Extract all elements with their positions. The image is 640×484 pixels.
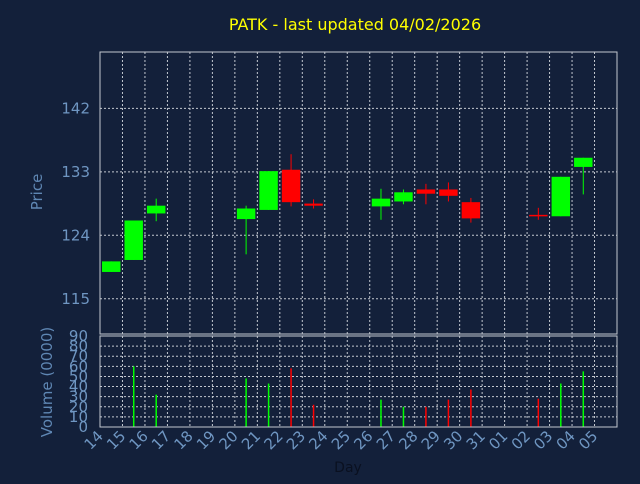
volume-bars <box>132 366 585 427</box>
volume-panel-frame <box>99 335 618 428</box>
candle-body <box>236 208 256 220</box>
volume-bar <box>155 394 157 427</box>
candle-body <box>281 169 301 203</box>
volume-gridlines <box>100 335 617 428</box>
candle-body <box>371 198 391 207</box>
price-tick-labels: 115 124 133 142 <box>61 99 90 307</box>
volume-tick-label: 10 <box>69 408 88 426</box>
volume-bar <box>560 383 562 427</box>
candle-body <box>394 192 413 202</box>
price-tick-label: 124 <box>61 226 90 244</box>
candle-body <box>416 189 436 194</box>
price-panel-frame <box>99 51 618 335</box>
volume-tick-label: 20 <box>69 398 88 416</box>
volume-bar <box>402 406 405 427</box>
volume-tick-label: 40 <box>69 378 88 396</box>
candle-body <box>461 202 481 219</box>
volume-tick-label: 0 <box>78 418 88 436</box>
volume-panel-border <box>99 335 618 428</box>
volume-tick-label: 30 <box>69 388 88 406</box>
candle-body <box>439 189 458 196</box>
volume-bar <box>537 398 540 427</box>
volume-bar <box>312 404 315 427</box>
volume-axis-label: Volume (0000) <box>38 327 56 437</box>
volume-tick-label: 70 <box>69 347 88 365</box>
volume-bar <box>380 399 382 427</box>
volume-tick-label: 90 <box>69 327 88 345</box>
candle-body <box>529 214 548 217</box>
price-tick-label: 133 <box>61 163 90 181</box>
day-tick-labels: 1415161718192021222324252627282930310102… <box>81 427 602 453</box>
candle-body <box>102 261 121 272</box>
candle-body <box>146 205 166 214</box>
volume-bar <box>132 366 135 427</box>
volume-tick-label: 60 <box>69 357 88 375</box>
volume-tick-label: 50 <box>69 367 88 385</box>
price-tick-label: 115 <box>61 290 90 308</box>
volume-tick-label: 80 <box>69 337 88 355</box>
price-axis-label: Price <box>28 174 46 211</box>
chart-title: PATK - last updated 04/02/2026 <box>229 15 481 34</box>
price-panel-border <box>99 51 618 335</box>
volume-bar <box>447 399 450 427</box>
volume-bar <box>470 389 472 427</box>
volume-bar <box>245 378 247 427</box>
candle-body <box>551 176 571 217</box>
price-gridlines <box>100 52 617 334</box>
candle-body <box>259 171 278 210</box>
price-tick-label: 142 <box>61 99 90 117</box>
day-axis-label: Day <box>334 460 362 476</box>
volume-bar <box>290 368 292 427</box>
volume-bar <box>425 406 427 427</box>
candle-body <box>124 220 143 260</box>
candle-body <box>304 203 323 206</box>
price-candles <box>102 154 593 272</box>
volume-bar <box>582 371 585 427</box>
candle-body <box>574 157 593 167</box>
volume-bar <box>267 383 270 427</box>
